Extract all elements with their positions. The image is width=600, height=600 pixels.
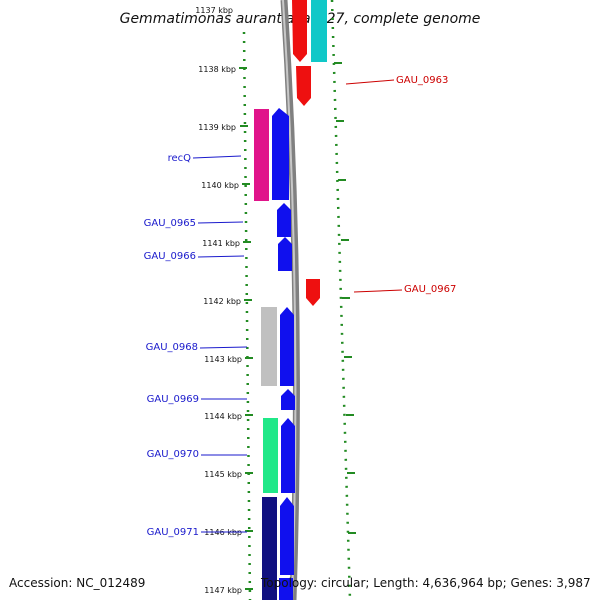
- tick-label: 1143 kbp: [204, 355, 242, 364]
- label-GAU-0969[interactable]: GAU_0969: [147, 394, 199, 405]
- label-GAU-0968[interactable]: GAU_0968: [146, 342, 198, 353]
- label-recQ[interactable]: recQ: [168, 153, 192, 164]
- gene-GAU-0967[interactable]: [306, 279, 320, 306]
- tick-label: 1145 kbp: [204, 470, 242, 479]
- tick-label: 1138 kbp: [198, 65, 236, 74]
- forward-genes: [272, 108, 295, 600]
- tick-label: 1144 kbp: [204, 412, 242, 421]
- gene-partial-bottom[interactable]: [279, 578, 293, 600]
- gc-track-left: [242, 31, 252, 600]
- left-labels: recQ GAU_0965 GAU_0966 GAU_0968 GAU_0969…: [144, 153, 248, 538]
- tick-label: 1137 kbp: [195, 6, 233, 15]
- tick-label: 1142 kbp: [203, 297, 241, 306]
- label-GAU-0967[interactable]: GAU_0967: [404, 284, 456, 295]
- gene-GAU-0963[interactable]: [296, 66, 311, 106]
- gene-top-reverse[interactable]: [292, 0, 307, 62]
- feature-magenta[interactable]: [254, 109, 269, 201]
- genome-backbone: [280, 0, 300, 600]
- feature-blocks: [254, 109, 278, 600]
- accession-text: Accession: NC_012489: [9, 576, 146, 590]
- gene-GAU-0971[interactable]: [280, 497, 294, 575]
- label-GAU-0963[interactable]: GAU_0963: [396, 75, 448, 86]
- gene-GAU-0966[interactable]: [278, 237, 292, 271]
- gene-GAU-0970[interactable]: [281, 418, 295, 493]
- tick-label: 1140 kbp: [201, 181, 239, 190]
- topology-text: Topology: circular; Length: 4,636,964 bp…: [261, 576, 591, 590]
- gene-GAU-0968[interactable]: [280, 307, 294, 386]
- label-GAU-0966[interactable]: GAU_0966: [144, 251, 196, 262]
- right-labels: GAU_0963 GAU_0967: [345, 75, 456, 295]
- gene-GAU-0969[interactable]: [281, 389, 295, 410]
- label-GAU-0971[interactable]: GAU_0971: [147, 527, 199, 538]
- label-GAU-0970[interactable]: GAU_0970: [147, 449, 199, 460]
- feature-cyan[interactable]: [311, 0, 327, 62]
- feature-gray[interactable]: [261, 307, 277, 386]
- gc-track-right: [330, 0, 352, 600]
- reverse-genes: [292, 0, 327, 306]
- tick-group: 1137 kbp 1138 kbp 1139 kbp 1140 kbp 1141…: [195, 6, 242, 595]
- tick-label: 1139 kbp: [198, 123, 236, 132]
- tick-label: 1147 kbp: [204, 586, 242, 595]
- feature-green[interactable]: [263, 418, 278, 493]
- tick-label: 1141 kbp: [202, 239, 240, 248]
- feature-navy[interactable]: [262, 497, 277, 600]
- gene-recQ[interactable]: [272, 108, 289, 200]
- tick-marks: [239, 62, 356, 590]
- label-GAU-0965[interactable]: GAU_0965: [144, 218, 196, 229]
- gene-GAU-0965[interactable]: [277, 203, 291, 237]
